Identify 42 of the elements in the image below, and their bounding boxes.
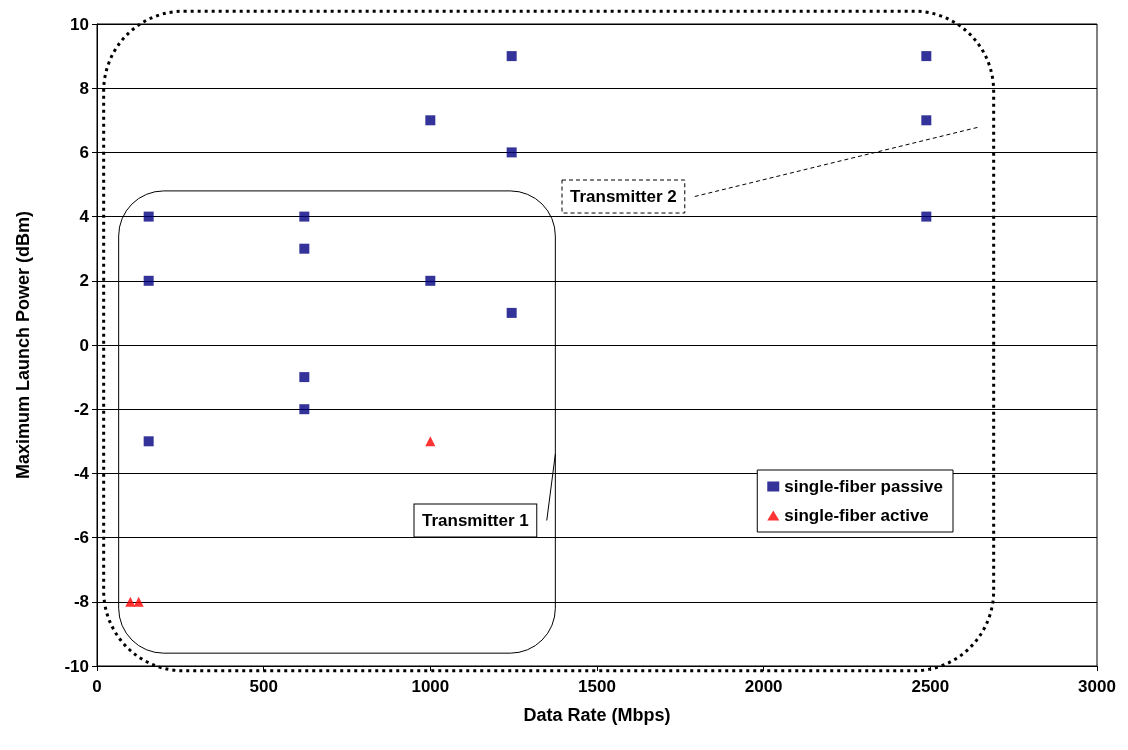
y-tick-label: -6 <box>73 528 89 548</box>
annotation: Transmitter 1 <box>422 511 529 530</box>
y-tick-label: 0 <box>79 335 89 355</box>
point <box>921 115 932 126</box>
point <box>299 372 310 383</box>
point <box>506 147 517 158</box>
legend-label: single-fiber active <box>784 506 929 525</box>
point <box>143 275 154 286</box>
y-tick-label: -10 <box>64 656 89 676</box>
point <box>425 115 436 126</box>
x-tick-label: 2500 <box>911 677 950 696</box>
y-tick-label: -8 <box>73 592 89 612</box>
x-tick-label: 2000 <box>744 677 783 696</box>
legend-label: single-fiber passive <box>784 477 944 496</box>
x-tick-label: 1500 <box>578 677 616 696</box>
point <box>506 307 517 318</box>
y-tick-label: 8 <box>79 78 89 98</box>
point <box>133 596 144 607</box>
y-tick-label: 10 <box>70 14 89 34</box>
point <box>143 436 154 447</box>
y-tick-label: 6 <box>79 142 89 162</box>
point <box>425 275 436 286</box>
point <box>921 51 932 62</box>
point <box>143 211 154 222</box>
point <box>299 243 310 254</box>
point <box>921 211 932 222</box>
point <box>425 436 436 447</box>
y-tick-label: -2 <box>73 399 89 419</box>
y-axis-title: Maximum Launch Power (dBm) <box>13 210 33 480</box>
point <box>299 404 310 415</box>
x-tick-label: 0 <box>92 677 102 696</box>
point <box>299 211 310 222</box>
annotation: Transmitter 2 <box>570 187 677 206</box>
x-tick-label: 1000 <box>411 677 450 696</box>
x-tick-label: 500 <box>249 677 278 696</box>
y-tick-label: 2 <box>79 271 89 291</box>
point <box>506 51 517 62</box>
y-tick-label: 4 <box>79 207 90 227</box>
x-tick-label: 3000 <box>1078 677 1116 696</box>
point <box>125 596 136 607</box>
y-tick-label: -4 <box>73 463 90 483</box>
x-axis-title: Data Rate (Mbps) <box>523 705 671 725</box>
